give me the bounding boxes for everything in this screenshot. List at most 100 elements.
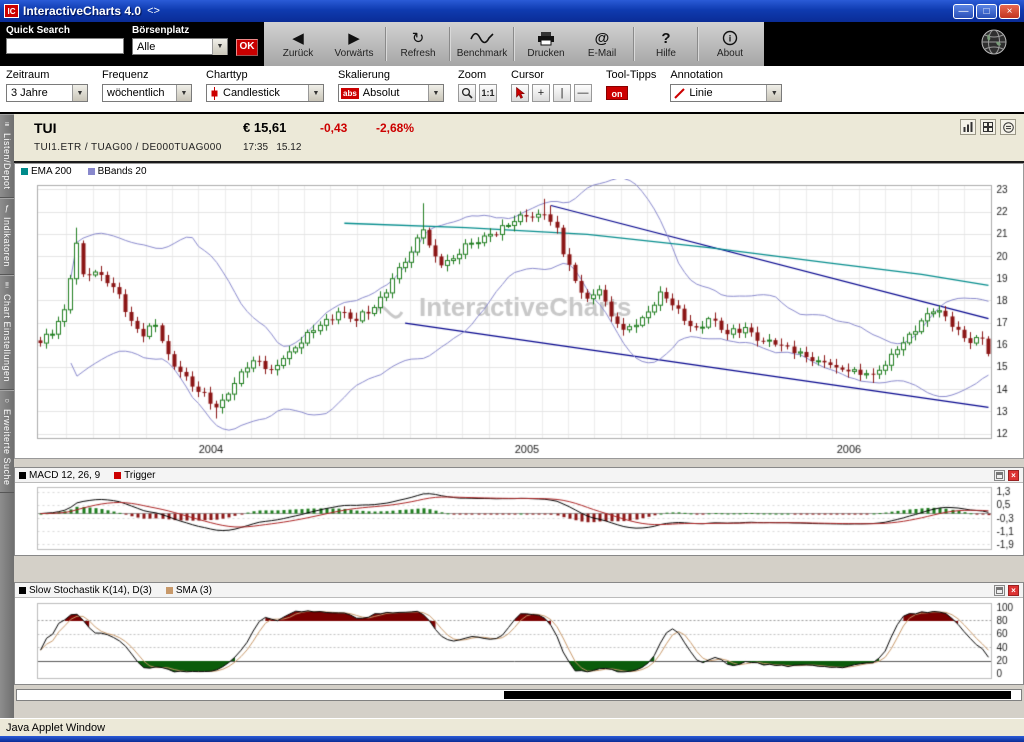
line-annotation-icon: [674, 88, 685, 99]
annotation-group: Annotation Linie ▼: [670, 69, 782, 102]
about-button[interactable]: i About: [702, 24, 758, 64]
macd-legend: MACD 12, 26, 9 Trigger: [19, 470, 994, 481]
zoom-reset-button[interactable]: 1:1: [479, 84, 497, 102]
vertical-line-tool-button[interactable]: |: [553, 84, 571, 102]
zoom-label: Zoom: [458, 69, 497, 81]
at-sign-icon: @: [595, 29, 610, 47]
horizontal-scrollbar[interactable]: [16, 689, 1022, 701]
legend-swatch: [21, 168, 28, 175]
frequenz-label: Frequenz: [102, 69, 192, 81]
zoom-in-button[interactable]: [458, 84, 476, 102]
main-chart-panel: [14, 179, 1024, 459]
panel-maximize-icon[interactable]: [994, 470, 1005, 481]
bar-chart-icon[interactable]: [960, 119, 976, 135]
toolbar-separator: [633, 27, 635, 61]
main-toolbar: ◀ Zurück ▶ Vorwärts ↻ Refresh Benchmark: [264, 22, 764, 66]
annotation-combo[interactable]: Linie ▼: [670, 84, 782, 102]
stochastic-chart-canvas[interactable]: [15, 598, 1023, 684]
chevron-down-icon[interactable]: ▼: [308, 85, 323, 101]
sidebar-item-chart-einstellungen[interactable]: ‼ Chart Einstellungen: [0, 275, 14, 390]
tooltipps-label: Tool-Tipps: [606, 69, 656, 81]
print-button[interactable]: Drucken: [518, 24, 574, 64]
quote-timestamp: 17:35 15.12: [243, 142, 301, 153]
panel-close-icon[interactable]: ×: [1008, 585, 1019, 596]
quick-search-input[interactable]: [6, 38, 124, 54]
content-area: ≡ Listen/Depot ƒ Indikatoren ‼ Chart Ein…: [0, 114, 1024, 718]
sidebar-item-listen-depot[interactable]: ≡ Listen/Depot: [0, 114, 14, 198]
toolbar-separator: [513, 27, 515, 61]
close-button[interactable]: ×: [999, 4, 1020, 19]
chart-style-mini-toolbar: [960, 119, 1016, 135]
chevron-down-icon[interactable]: ▼: [428, 85, 443, 101]
boersenplatz-combo[interactable]: Alle ▼: [132, 38, 228, 55]
pointer-tool-button[interactable]: [511, 84, 529, 102]
back-button[interactable]: ◀ Zurück: [270, 24, 326, 64]
toolbar-separator: [697, 27, 699, 61]
compare-circle-icon[interactable]: [1000, 119, 1016, 135]
list-icon: ≡: [5, 120, 10, 130]
charttyp-group: Charttyp Candlestick ▼: [206, 69, 324, 102]
skalierung-combo[interactable]: abs Absolut ▼: [338, 84, 444, 102]
benchmark-button[interactable]: Benchmark: [454, 24, 510, 64]
chevron-down-icon[interactable]: ▼: [72, 85, 87, 101]
candlestick-chart-canvas[interactable]: [15, 179, 1023, 458]
quote-change-percent: -2,68%: [376, 121, 414, 135]
crosshair-tool-button[interactable]: +: [532, 84, 550, 102]
settings-icon: ‼: [5, 281, 9, 291]
forward-button[interactable]: ▶ Vorwärts: [326, 24, 382, 64]
arrow-left-icon: ◀: [292, 29, 304, 47]
chevron-down-icon[interactable]: ▼: [176, 85, 191, 101]
status-text: Java Applet Window: [6, 722, 105, 734]
frequenz-group: Frequenz wöchentlich ▼: [102, 69, 192, 102]
app-window: IC InteractiveCharts 4.0 <> — □ × Quick …: [0, 0, 1024, 742]
frequenz-combo[interactable]: wöchentlich ▼: [102, 84, 192, 102]
legend-label: SMA (3): [176, 585, 212, 596]
chevron-down-icon[interactable]: ▼: [766, 85, 781, 101]
chevron-down-icon[interactable]: ▼: [212, 39, 227, 55]
quote-price: € 15,61: [243, 120, 286, 135]
legend-item: SMA (3): [166, 585, 212, 596]
legend-label: Trigger: [124, 470, 155, 481]
grid-icon[interactable]: [980, 119, 996, 135]
titlebar: IC InteractiveCharts 4.0 <> — □ ×: [0, 0, 1024, 22]
tooltipps-toggle[interactable]: on: [606, 86, 628, 100]
toolbar-separator: [449, 27, 451, 61]
info-circle-icon: i: [722, 29, 738, 47]
search-area: Quick Search Börsenplatz Alle ▼ OK: [0, 22, 264, 66]
legend-swatch: [19, 587, 26, 594]
quote-change: -0,43: [320, 121, 347, 135]
panel-maximize-icon[interactable]: [994, 585, 1005, 596]
minimize-button[interactable]: —: [953, 4, 974, 19]
pointer-icon: [515, 87, 526, 99]
skalierung-group: Skalierung abs Absolut ▼: [338, 69, 444, 102]
legend-item: Trigger: [114, 470, 155, 481]
window-bottom-border: [0, 736, 1024, 742]
top-toolbar-strip: Quick Search Börsenplatz Alle ▼ OK ◀ Zur…: [0, 22, 1024, 66]
sidebar-item-indikatoren[interactable]: ƒ Indikatoren: [0, 198, 14, 275]
quote-bar: TUI € 15,61 -0,43 -2,68% TUI1.ETR / TUAG…: [14, 114, 1024, 163]
macd-chart-canvas[interactable]: [15, 483, 1023, 555]
cursor-label: Cursor: [511, 69, 592, 81]
zeitraum-combo[interactable]: 3 Jahre ▼: [6, 84, 88, 102]
maximize-button[interactable]: □: [976, 4, 997, 19]
legend-item: BBands 20: [88, 166, 147, 177]
scrollbar-thumb[interactable]: [504, 691, 1011, 699]
globe-icon: [980, 28, 1008, 61]
tooltipps-group: Tool-Tipps on: [606, 69, 656, 100]
panel-close-icon[interactable]: ×: [1008, 470, 1019, 481]
sidebar-item-erweiterte-suche[interactable]: ○ Erweiterte Suche: [0, 390, 14, 494]
legend-label: BBands 20: [98, 166, 147, 177]
charttyp-combo[interactable]: Candlestick ▼: [206, 84, 324, 102]
email-button[interactable]: @ E-Mail: [574, 24, 630, 64]
legend-label: MACD 12, 26, 9: [29, 470, 100, 481]
refresh-icon: ↻: [412, 29, 425, 47]
svg-text:i: i: [729, 34, 732, 44]
annotation-label: Annotation: [670, 69, 782, 81]
zeitraum-label: Zeitraum: [6, 69, 88, 81]
horizontal-line-tool-button[interactable]: —: [574, 84, 592, 102]
ok-button[interactable]: OK: [236, 39, 258, 56]
legend-item: MACD 12, 26, 9: [19, 470, 100, 481]
legend-swatch: [166, 587, 173, 594]
help-button[interactable]: ? Hilfe: [638, 24, 694, 64]
refresh-button[interactable]: ↻ Refresh: [390, 24, 446, 64]
